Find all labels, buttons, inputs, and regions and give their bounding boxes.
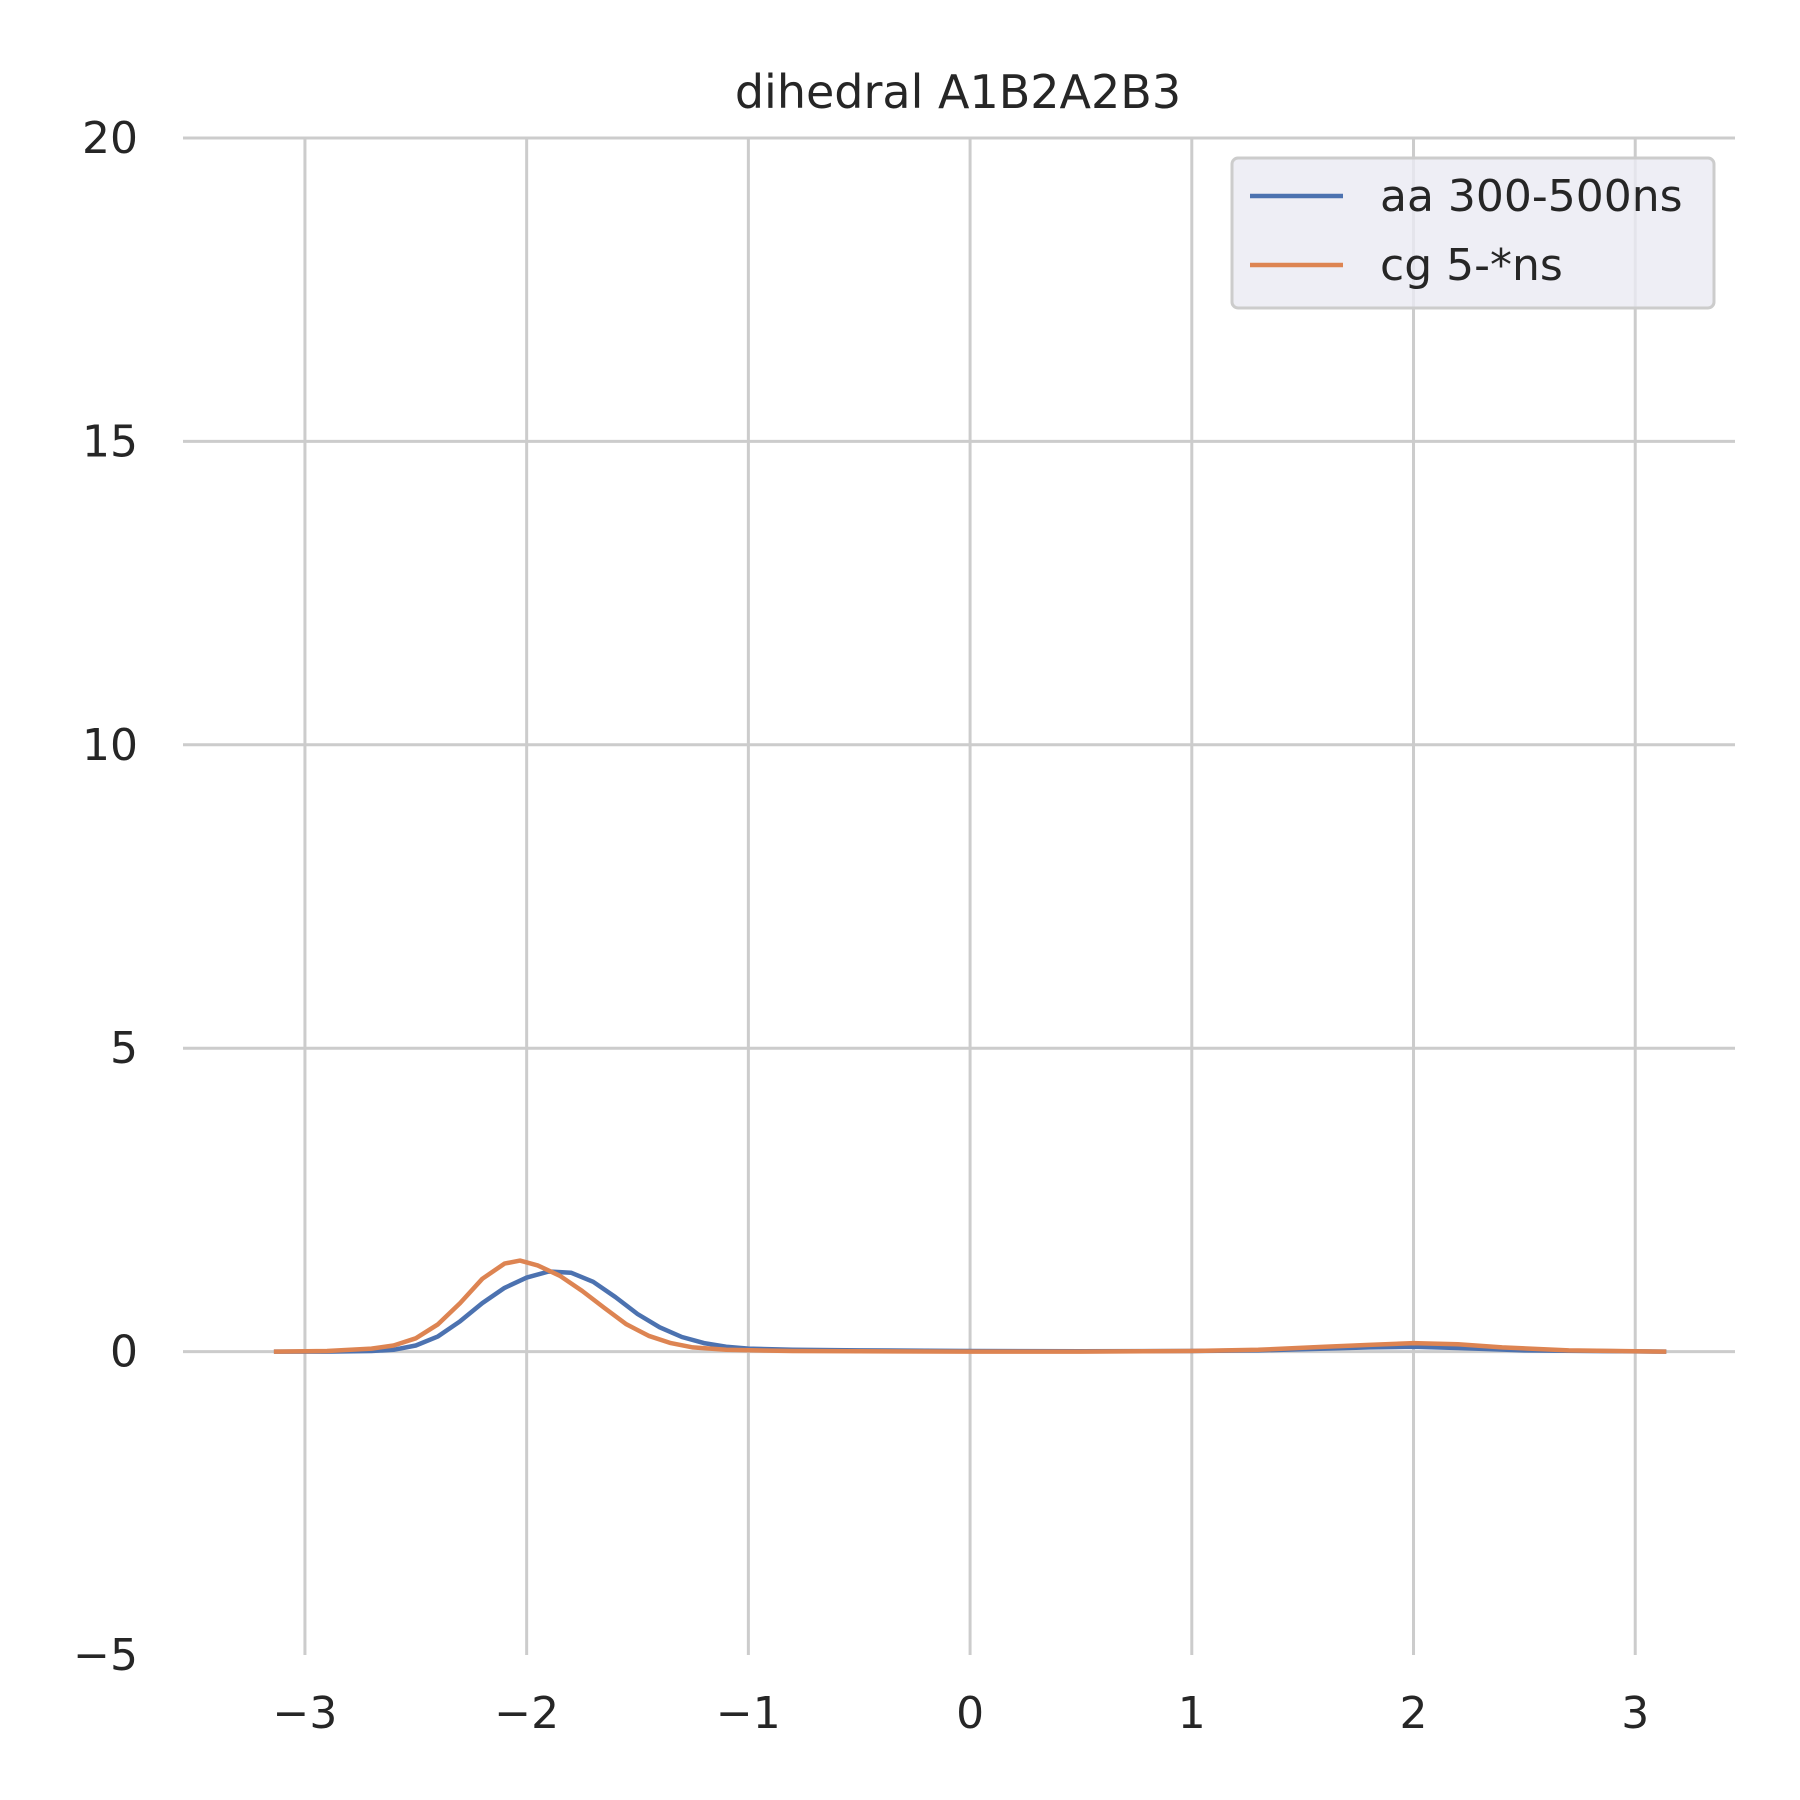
y-tick-label: 10 bbox=[82, 720, 138, 771]
x-tick-label: 2 bbox=[1400, 1688, 1428, 1739]
legend: aa 300-500ns cg 5-*ns bbox=[1230, 156, 1716, 310]
chart-title: dihedral A1B2A2B3 bbox=[735, 65, 1181, 119]
series bbox=[273, 1258, 1667, 1354]
y-tick-label: −5 bbox=[73, 1630, 138, 1681]
x-tick-label: 3 bbox=[1621, 1688, 1649, 1739]
x-tick-label: 1 bbox=[1178, 1688, 1206, 1739]
y-tick-label: 20 bbox=[82, 113, 138, 164]
x-tick-label: −2 bbox=[494, 1688, 559, 1739]
series-line-cg bbox=[273, 1258, 1667, 1354]
x-tick-label: 0 bbox=[956, 1688, 984, 1739]
legend-label: cg 5-*ns bbox=[1380, 240, 1563, 291]
axis-labels: −3 −2 −1 0 1 2 3 −5 0 5 10 15 20 bbox=[73, 113, 1649, 1739]
x-tick-label: −1 bbox=[716, 1688, 781, 1739]
y-tick-label: 15 bbox=[82, 416, 138, 467]
x-tick-label: −3 bbox=[273, 1688, 338, 1739]
legend-label: aa 300-500ns bbox=[1380, 171, 1683, 222]
y-tick-label: 0 bbox=[110, 1327, 138, 1378]
legend-box bbox=[1230, 156, 1716, 310]
y-tick-label: 5 bbox=[110, 1023, 138, 1074]
grid bbox=[183, 136, 1735, 1655]
